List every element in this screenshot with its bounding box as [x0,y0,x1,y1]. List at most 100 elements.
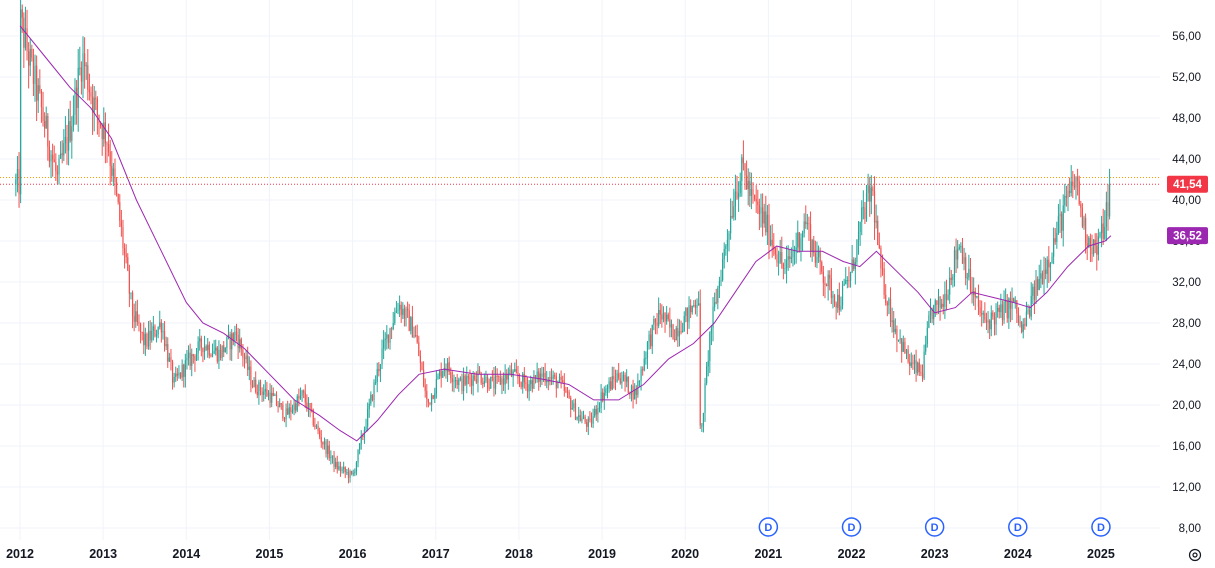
candle-body [1009,298,1012,309]
candle-body [672,324,674,340]
candle-body [400,304,402,315]
candle-body [725,245,727,249]
candle-body [558,376,561,383]
candle-body [168,357,170,362]
candle-body [301,390,303,396]
candle-body [282,404,284,419]
candle-body [773,245,775,248]
dividend-marker[interactable]: D [1091,517,1111,537]
candle-body [112,168,114,176]
ma-value-badge: 36,52 [1167,227,1208,245]
candle-body [1016,300,1018,314]
candle-body [541,373,543,378]
candle-body [758,204,760,214]
candle-body [208,344,210,356]
candle-body [606,388,609,390]
candle-body [889,298,892,323]
candle-body [563,382,565,391]
candle-body [584,416,586,423]
candle-body [841,285,844,306]
candle-body [99,123,102,126]
candle-body [203,346,206,352]
candle-body [1045,269,1047,274]
candle-body [303,390,305,393]
candle-body [411,317,414,338]
candle-body [290,407,292,413]
candle-body [344,467,346,473]
candle-body [386,334,388,339]
candle-body [226,337,228,349]
candle-body [295,403,297,411]
candle-body [929,308,932,316]
candle-body [255,379,257,393]
candle-body [883,268,885,295]
dividend-marker-label: D [1014,522,1022,534]
candle-body [470,379,473,386]
candle-body [274,394,276,396]
candle-body [613,376,615,380]
candle-body [634,389,636,400]
x-axis[interactable]: 2012 2013 2014 2015 2016 2017 2018 2019 2020 2021… [6,547,1115,561]
candle-body [670,324,673,328]
dividend-marker[interactable]: D [841,517,862,537]
candle-body [560,376,562,381]
candle-body [493,377,495,389]
candle-body [571,408,573,410]
candle-body [616,373,618,382]
candle-body [1088,237,1090,247]
x-tick-label: 2015 [256,547,284,561]
candle-body [191,354,193,366]
candle-body [111,165,113,176]
candle-body [664,312,666,322]
candle-body [130,292,132,294]
dividend-marker[interactable]: D [758,517,779,537]
candle-body [685,307,687,316]
candle-body [87,65,89,90]
dividend-marker-circle [841,517,862,537]
candle-body [480,373,482,384]
candle-body [215,347,217,351]
candle-body [785,259,788,269]
moving-average-line [19,25,1112,442]
dividend-marker[interactable]: D [924,517,945,537]
candle-body [533,374,535,389]
candle-body [504,374,506,385]
candle-body [315,425,318,427]
candle-body [579,415,581,421]
last-price-badge: 41,54 [1167,175,1208,193]
candle-body [712,306,714,329]
candle-body [79,67,81,69]
candle-body [897,339,900,341]
dividend-marker[interactable]: D [1008,517,1028,537]
candle-body [173,376,175,383]
candle-body [835,303,837,308]
candle-body [42,107,44,121]
candle-body [320,437,322,443]
candle-body [1022,324,1024,332]
candle-body [605,388,607,393]
candle-body [621,381,623,384]
candle-body [245,355,247,360]
candle-body [280,403,282,405]
candle-body [1035,279,1037,300]
candle-body [195,353,198,361]
candle-body [197,341,199,354]
candle-body [776,254,778,263]
candle-body [357,449,359,463]
settings-icon[interactable] [1188,548,1202,562]
candle-body [624,374,626,382]
candle-body [667,314,669,320]
candle-body [267,392,270,397]
candle-body [240,339,242,350]
candle-body [263,391,265,395]
candle-body [1086,243,1088,247]
candle-body [728,233,730,240]
candle-body [544,372,546,383]
candle-body [462,375,465,392]
candle-body [410,317,412,331]
y-axis[interactable]: 8,0012,0016,0020,0024,0028,0032,0036,004… [1172,31,1201,535]
candle-body [339,466,342,471]
candle-body [803,221,805,234]
